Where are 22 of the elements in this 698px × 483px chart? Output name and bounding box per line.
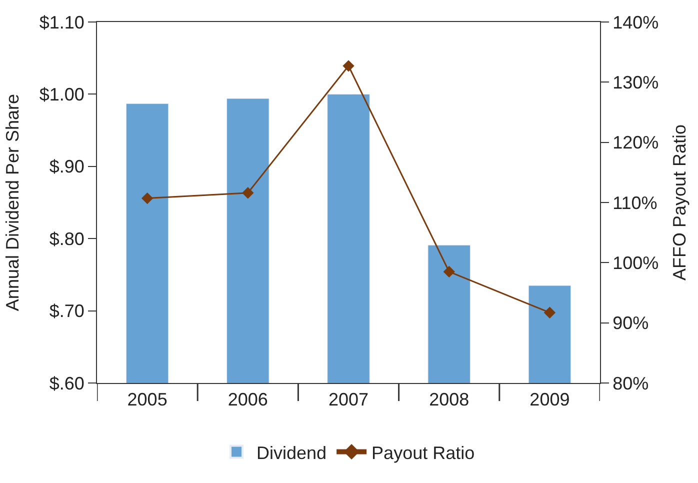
y2-tick-label: 130% [612, 72, 659, 92]
y2-tick-label: 100% [612, 252, 659, 273]
y-tick-label: $.90 [49, 156, 84, 177]
x-tick-label: 2005 [127, 390, 168, 410]
y2-tick-label: 80% [612, 373, 649, 394]
y2-tick-label: 120% [612, 132, 659, 153]
y-axis-title: Annual Dividend Per Share [2, 94, 23, 312]
y-tick-label: $1.10 [39, 12, 84, 32]
y2-tick-label: 90% [612, 313, 649, 334]
x-tick-label: 2006 [228, 390, 268, 410]
legend-label: Dividend [256, 442, 327, 463]
y-tick-label: $.80 [49, 228, 84, 249]
x-tick-label: 2007 [328, 390, 369, 410]
legend-label: Payout Ratio [372, 442, 475, 463]
y-tick-label: $.60 [49, 373, 84, 394]
y2-tick-label: 110% [612, 192, 658, 213]
y2-axis-title: AFFO Payout Ratio [670, 124, 690, 281]
x-tick-label: 2008 [429, 390, 470, 410]
y-tick-label: $.70 [49, 301, 84, 322]
x-tick-label: 2009 [530, 390, 570, 410]
y2-tick-label: 140% [612, 12, 659, 32]
y-tick-label: $1.00 [39, 84, 84, 104]
